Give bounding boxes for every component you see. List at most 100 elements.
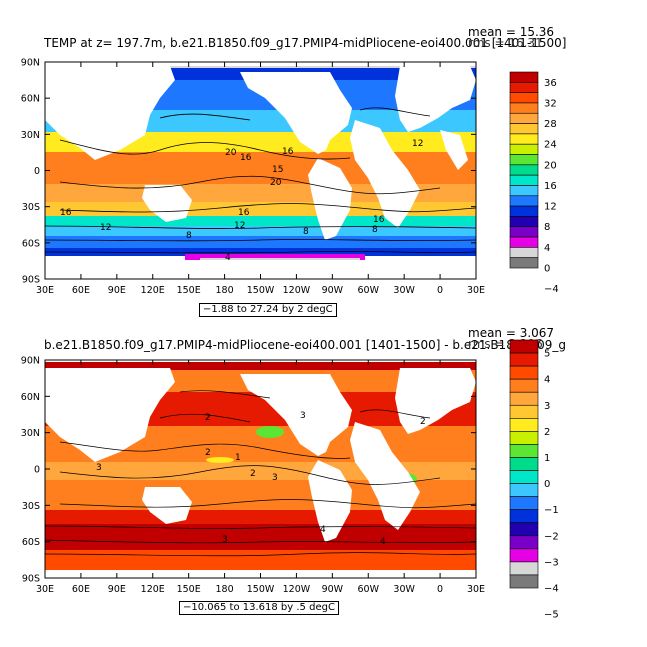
colorbar-swatch [509, 378, 539, 393]
lat-tick-label: 30S [22, 202, 40, 213]
colorbar-swatch [509, 431, 539, 445]
colorbar-swatch [509, 457, 539, 471]
contour-label: 2 [205, 413, 211, 423]
colorbar-label: −5 [544, 610, 559, 621]
lon-tick-label: 120E [141, 285, 165, 296]
top-lon-labels: 30E 60E 90E 120E 150E 180 150W 120W 90W 60W 30W 0 30… [36, 285, 485, 296]
lon-tick-label: 30E [36, 285, 54, 296]
lon-tick-label: 120W [283, 584, 311, 595]
top-colorbar: 36 32 28 24 20 16 12 8 4 0 −4 [509, 71, 559, 295]
colorbar-swatch [509, 236, 539, 248]
contour-label: 3 [222, 535, 228, 545]
bottom-mean-stat: mean = 3.067 [468, 326, 555, 340]
bottom-axis-ticks [44, 359, 477, 579]
contour-label: 3 [300, 411, 306, 421]
colorbar-swatch [509, 195, 539, 207]
contour-label: 12 [234, 221, 245, 231]
lon-tick-label: 30E [467, 285, 485, 296]
colorbar-swatch [509, 112, 539, 124]
colorbar-swatch [509, 483, 539, 497]
colorbar-swatch [509, 470, 539, 484]
lat-tick-label: 90S [22, 275, 40, 286]
contour-label: 3 [272, 473, 278, 483]
colorbar-swatch [509, 365, 539, 380]
contour-label: 8 [303, 227, 309, 237]
top-axis-ticks [44, 61, 477, 280]
lon-tick-label: 150E [177, 584, 201, 595]
lat-tick-label: 0 [34, 465, 40, 476]
lat-tick-label: 90N [21, 356, 40, 367]
lat-tick-label: 30N [21, 130, 40, 141]
colorbar-label: 0 [544, 479, 550, 490]
lon-tick-label: 60W [358, 285, 380, 296]
colorbar-swatch [509, 561, 539, 576]
contour-label: 15 [272, 165, 283, 175]
colorbar-swatch [509, 82, 539, 93]
lon-tick-label: 180 [216, 285, 234, 296]
contour-label: 16 [373, 215, 385, 225]
colorbar-swatch [509, 352, 539, 367]
contour-label: 12 [412, 139, 423, 149]
colorbar-label: 1 [544, 453, 550, 464]
contour-label: 16 [282, 147, 294, 157]
lat-tick-label: 90S [22, 574, 40, 585]
lon-tick-label: 150W [247, 285, 275, 296]
lat-tick-label: 30N [21, 428, 40, 439]
colorbar-swatch [509, 535, 539, 550]
top-map-svg: 20 16 16 15 20 16 12 8 4 16 12 8 16 12 8… [21, 58, 559, 297]
colorbar-label: 0 [544, 264, 550, 275]
bottom-map-svg: 2 3 2 3 1 2 3 4 3 2 4 90N60N30N030S60S90… [21, 339, 559, 621]
colorbar-swatch [509, 444, 539, 458]
colorbar-label: 3 [544, 401, 550, 412]
lon-tick-label: 0 [437, 584, 443, 595]
contour-label: 16 [238, 208, 250, 218]
lon-tick-label: 30W [393, 285, 415, 296]
top-contour-lines [44, 107, 477, 254]
top-map-panel: TEMP at z= 197.7m, b.e21.B1850.f09_g17.P… [0, 0, 647, 320]
contour-label: 16 [60, 208, 72, 218]
lat-tick-label: 60S [22, 537, 40, 548]
bottom-lon-labels: 30E 60E 90E 120E 150E 180 150W 120W 90W 60W 30W 0 30… [36, 584, 485, 595]
contour-label: 4 [380, 537, 386, 547]
lon-tick-label: 120E [141, 584, 165, 595]
colorbar-swatch [509, 509, 539, 524]
contour-label: 16 [240, 153, 252, 163]
lon-tick-label: 90E [108, 285, 126, 296]
contour-label: 12 [100, 223, 111, 233]
colorbar-swatch [509, 247, 539, 258]
bottom-map-title: b.e21.B1850.f09_g17.PMIP4-midPliocene-eo… [44, 338, 567, 352]
colorbar-swatch [509, 226, 539, 238]
colorbar-label: 2 [544, 427, 550, 438]
colorbar-label: 20 [544, 160, 557, 171]
contour-label: 2 [205, 448, 211, 458]
top-mean-stat: mean = 15.36 [468, 25, 555, 39]
colorbar-swatch [509, 418, 539, 432]
colorbar-label: −2 [544, 531, 559, 542]
lat-tick-label: 60N [21, 94, 40, 105]
colorbar-swatch [509, 574, 539, 589]
contour-label: 3 [96, 463, 102, 473]
lon-tick-label: 60W [358, 584, 380, 595]
colorbar-swatch [509, 92, 539, 104]
colorbar-swatch [509, 522, 539, 537]
lat-tick-label: 0 [34, 166, 40, 177]
contour-label: 8 [372, 225, 378, 235]
contour-label: 2 [250, 469, 256, 479]
top-rms-stat: rms = 16.31 [468, 36, 543, 50]
lon-tick-label: 180 [216, 584, 234, 595]
colorbar-label: 16 [544, 181, 557, 192]
bottom-colorbar: 5 4 3 2 1 0 −1 −2 −3 −4 −5 [509, 339, 559, 621]
colorbar-swatch [509, 257, 539, 269]
colorbar-label: 28 [544, 119, 557, 130]
top-contour-labels: 20 16 16 15 20 16 12 8 4 16 12 8 16 12 8 [60, 139, 423, 263]
bottom-lat-labels: 90N 60N 30N 0 30S 60S 90S [21, 356, 40, 585]
colorbar-swatch [509, 174, 539, 186]
colorbar-swatch [509, 154, 539, 166]
colorbar-label: 36 [544, 78, 557, 89]
contour-label: 4 [225, 253, 231, 263]
colorbar-label: 12 [544, 202, 557, 213]
top-lat-labels: 90N 60N 30N 0 30S 60S 90S [21, 58, 40, 286]
lon-tick-label: 120W [283, 285, 311, 296]
colorbar-swatch [509, 548, 539, 563]
colorbar-swatch [509, 164, 539, 176]
